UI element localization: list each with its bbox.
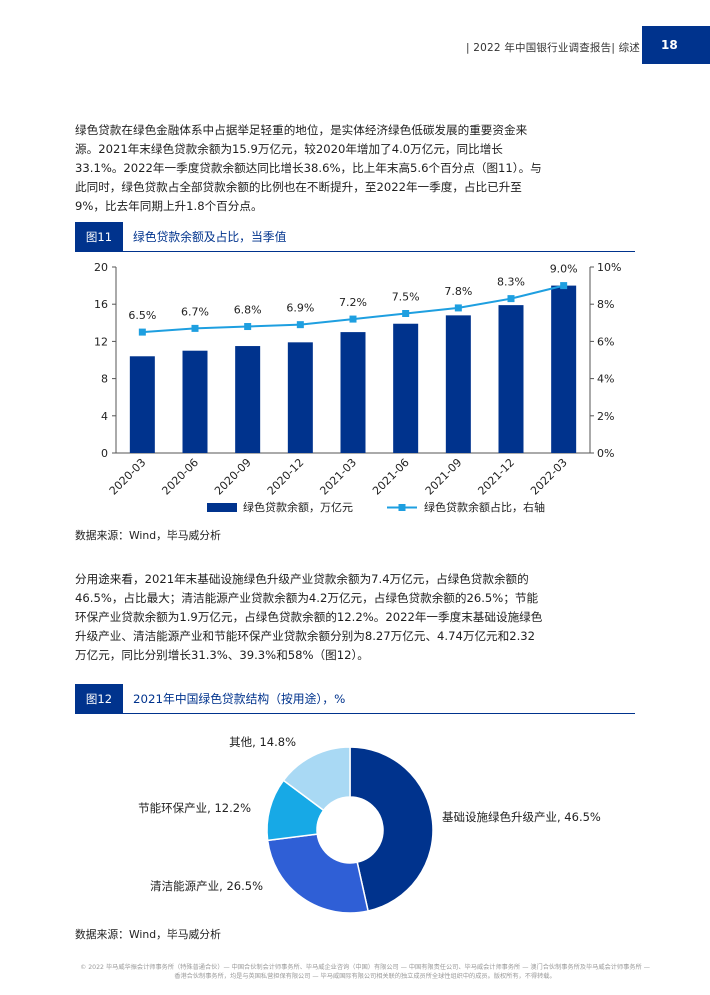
right-axis-tick-label: 0% xyxy=(597,447,614,460)
right-axis-tick-label: 6% xyxy=(597,335,614,348)
figure11-tag: 图11 xyxy=(75,222,123,251)
loan-share-data-label: 8.3% xyxy=(497,276,525,289)
loan-balance-bar xyxy=(393,323,419,453)
donut-slice xyxy=(266,833,370,914)
loan-share-point xyxy=(138,328,146,336)
loan-share-data-label: 6.9% xyxy=(286,302,314,315)
loan-balance-bar xyxy=(498,305,524,453)
green-loans-combo-chart: 0 4 8 12 16 20 0% 2% 4% 6% 8% 10% 6.5% 6.7% 6.8% 6.9%… xyxy=(94,261,621,514)
loan-share-data-label: 7.8% xyxy=(444,285,472,298)
loan-share-point xyxy=(507,295,515,303)
loan-balance-bar xyxy=(445,315,471,453)
x-axis-tick-label: 2021-12 xyxy=(475,456,517,498)
loan-share-point xyxy=(349,315,357,323)
left-axis-tick-label: 16 xyxy=(94,298,108,311)
loan-share-data-label: 9.0% xyxy=(550,263,578,276)
left-axis-tick-label: 4 xyxy=(101,410,108,423)
right-axis-tick-label: 2% xyxy=(597,410,614,423)
loan-share-point xyxy=(296,321,304,329)
x-axis-tick-label: 2020-12 xyxy=(265,456,307,498)
legend-bar-swatch xyxy=(207,503,237,512)
x-axis-tick-label: 2021-09 xyxy=(423,456,465,498)
copyright-footer: © 2022 毕马威华振会计师事务所（特殊普通合伙）— 中国合伙制会计师事务所、… xyxy=(80,964,650,980)
left-axis-tick-label: 8 xyxy=(101,373,108,386)
loan-share-data-label: 7.2% xyxy=(339,296,367,309)
donut-slice-label: 清洁能源产业, 26.5% xyxy=(150,879,263,893)
paragraph-green-loans: 绿色贷款在绿色金融体系中占据举足轻重的地位，是实体经济绿色低碳发展的重要资金来源… xyxy=(75,123,542,213)
donut-slice-label: 其他, 14.8% xyxy=(229,735,296,749)
loan-share-data-label: 6.5% xyxy=(128,309,156,322)
loan-share-point xyxy=(191,324,199,332)
figure12-tag: 图12 xyxy=(75,684,123,713)
loan-balance-bar xyxy=(551,285,577,453)
legend-line-marker xyxy=(398,504,406,511)
x-axis-tick-label: 2022-03 xyxy=(528,456,570,498)
right-axis-tick-label: 4% xyxy=(597,373,614,386)
donut-slice-label: 基础设施绿色升级产业, 46.5% xyxy=(442,810,601,824)
loan-share-data-label: 6.7% xyxy=(181,305,209,318)
donut-slice-label: 节能环保产业, 12.2% xyxy=(138,801,251,815)
paragraph-loan-usage: 分用途来看，2021年末基础设施绿色升级产业贷款余额为7.4万亿元，占绿色贷款余… xyxy=(75,572,543,662)
loan-share-point xyxy=(244,323,252,331)
donut-slice xyxy=(349,746,434,912)
x-axis-tick-label: 2020-03 xyxy=(107,456,149,498)
left-axis-tick-label: 0 xyxy=(101,447,108,460)
green-loan-structure-donut-chart: 基础设施绿色升级产业, 46.5% 清洁能源产业, 26.5% 节能环保产业, 12… xyxy=(138,735,601,914)
figure11-title: 绿色贷款余额及占比，当季值 xyxy=(133,230,287,244)
loan-balance-bar xyxy=(129,356,155,453)
page-number-badge: 18 xyxy=(642,26,710,64)
figure11-source: 数据来源：Wind，毕马威分析 xyxy=(75,529,221,542)
left-axis-tick-label: 12 xyxy=(94,335,108,348)
loan-share-point xyxy=(454,304,462,312)
figure12-source: 数据来源：Wind，毕马威分析 xyxy=(75,928,221,941)
loan-share-point xyxy=(560,282,568,290)
loan-balance-bar xyxy=(235,346,261,453)
right-axis-tick-label: 8% xyxy=(597,298,614,311)
loan-share-data-label: 7.5% xyxy=(392,291,420,304)
right-axis-tick-label: 10% xyxy=(597,261,621,274)
x-axis-tick-label: 2021-06 xyxy=(370,456,412,498)
figure11-header: 图11 绿色贷款余额及占比，当季值 xyxy=(75,222,635,252)
x-axis-tick-label: 2020-09 xyxy=(212,456,254,498)
loan-balance-bar xyxy=(287,342,313,453)
legend-bar-label: 绿色贷款余额，万亿元 xyxy=(243,500,353,514)
figure12-header: 图12 2021年中国绿色贷款结构（按用途），% xyxy=(75,684,635,714)
donut-slice xyxy=(282,746,351,812)
x-axis-tick-label: 2021-03 xyxy=(317,456,359,498)
x-axis-tick-label: 2020-06 xyxy=(159,456,201,498)
report-header-title: | 2022 年中国银行业调查报告| 综述 | xyxy=(466,42,648,54)
loan-balance-bar xyxy=(340,332,366,453)
loan-balance-bar xyxy=(182,350,208,453)
left-axis-tick-label: 20 xyxy=(94,261,108,274)
figure12-title: 2021年中国绿色贷款结构（按用途），% xyxy=(133,692,346,706)
loan-share-data-label: 6.8% xyxy=(234,304,262,317)
legend-line-label: 绿色贷款余额占比，右轴 xyxy=(424,500,545,514)
loan-share-point xyxy=(402,310,410,317)
